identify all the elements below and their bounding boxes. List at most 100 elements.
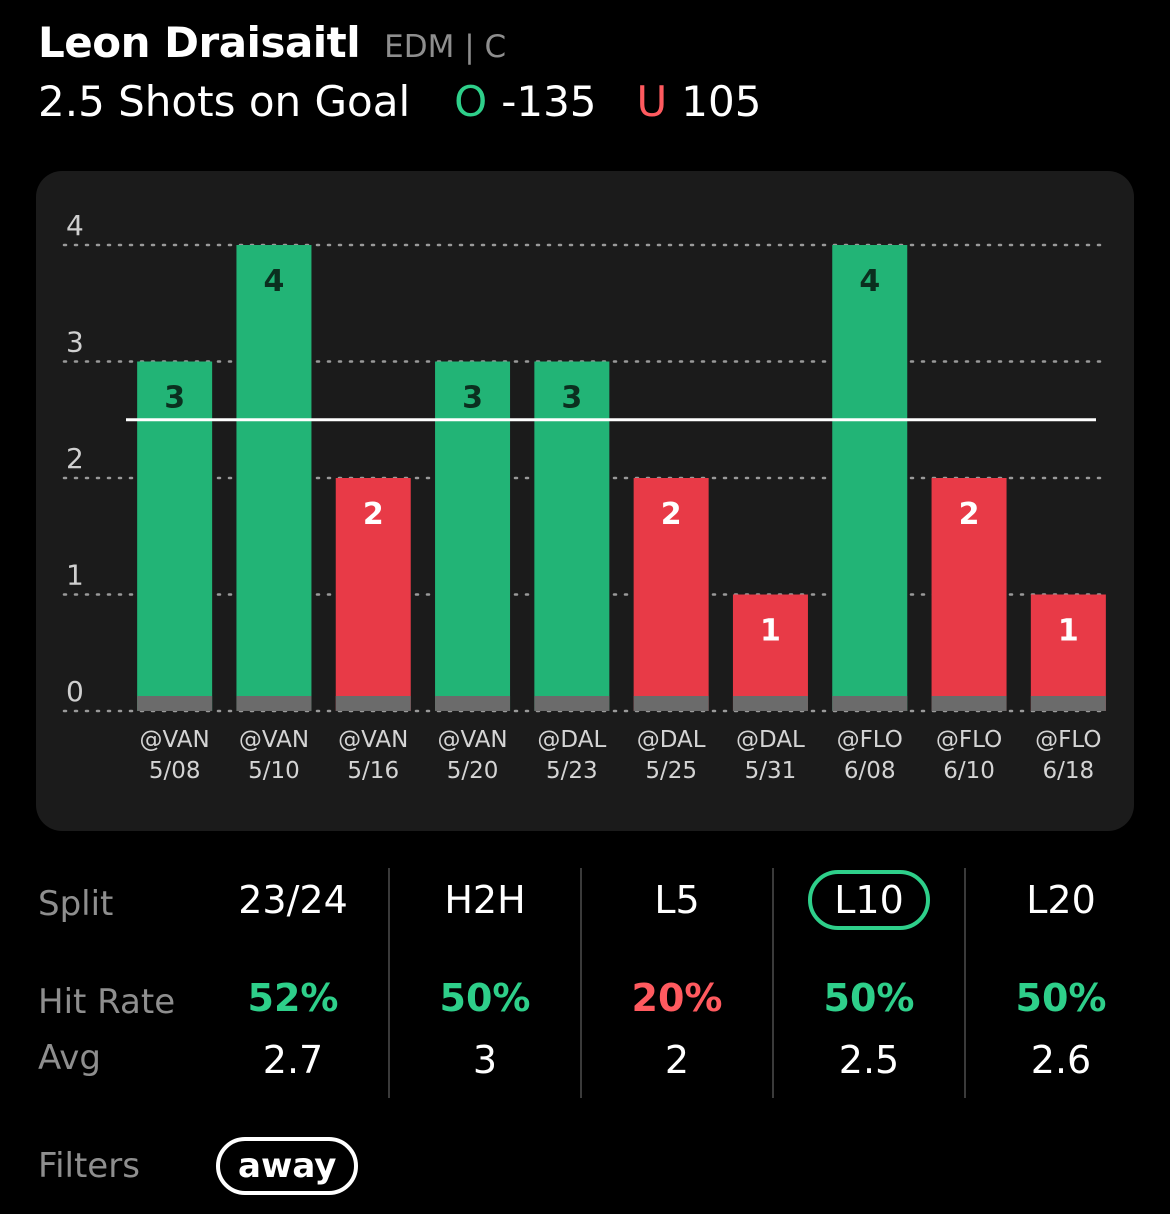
- split-tab[interactable]: L20: [966, 878, 1156, 922]
- split-tab-label: H2H: [444, 878, 526, 922]
- y-tick-label: 2: [66, 442, 84, 475]
- avg-value: 2: [664, 1038, 690, 1082]
- bar-value-label: 4: [264, 264, 285, 299]
- bar-base: [335, 696, 411, 711]
- bar-base: [534, 696, 610, 711]
- split-tab-label: L20: [1026, 878, 1096, 922]
- x-tick-opponent: @DAL: [637, 727, 706, 753]
- y-tick-label: 3: [66, 326, 84, 359]
- prop-label: 2.5 Shots on Goal: [38, 77, 411, 126]
- bar-base: [1030, 696, 1106, 711]
- bar-value-label: 2: [363, 497, 384, 532]
- bar-base: [931, 696, 1007, 711]
- under-letter: U: [636, 77, 668, 126]
- bar: [236, 245, 312, 711]
- split-column-l20: L20 50% 2.6: [966, 860, 1156, 1100]
- player-name-row: Leon Draisaitl EDM | C: [38, 18, 801, 67]
- x-tick-opponent: @DAL: [736, 727, 805, 753]
- x-tick-opponent: @FLO: [837, 727, 903, 753]
- hit-rate-value: 50%: [1015, 976, 1107, 1020]
- hit-rate-value: 50%: [439, 976, 531, 1020]
- bar: [335, 478, 411, 711]
- under-odds-button[interactable]: U 105: [637, 77, 762, 126]
- bar-base: [236, 696, 312, 711]
- split-tab[interactable]: L10: [774, 870, 964, 930]
- over-letter: O: [454, 77, 488, 126]
- hit-rate-row-label: Hit Rate: [38, 982, 176, 1022]
- avg-value: 2.7: [262, 1038, 324, 1082]
- bar-value-label: 3: [561, 381, 582, 416]
- x-tick-date: 5/10: [248, 758, 300, 784]
- x-tick-opponent: @VAN: [140, 727, 210, 753]
- x-tick-date: 5/31: [745, 758, 797, 784]
- x-tick-opponent: @VAN: [338, 727, 408, 753]
- split-tab[interactable]: H2H: [390, 878, 580, 922]
- x-tick-opponent: @VAN: [239, 727, 309, 753]
- filters-label: Filters: [38, 1146, 140, 1186]
- split-column-2324: 23/24 52% 2.7: [198, 860, 388, 1100]
- bar-base: [832, 696, 908, 711]
- x-tick-date: 6/10: [943, 758, 995, 784]
- game-log-chart: 0 1 2 3 4 3 @VAN 5/08 4 @VAN 5/10 2 @VAN 5/16 3 @VAN 5/2…: [36, 171, 1134, 831]
- x-tick-opponent: @FLO: [1035, 727, 1101, 753]
- bar-chart: 0 1 2 3 4 3 @VAN 5/08 4 @VAN 5/10 2 @VAN 5/16 3 @VAN 5/2…: [62, 209, 1106, 784]
- player-name: Leon Draisaitl: [38, 18, 361, 67]
- x-tick-opponent: @DAL: [537, 727, 606, 753]
- avg-value: 2.5: [838, 1038, 900, 1082]
- x-tick-date: 5/23: [546, 758, 598, 784]
- split-column-l10: L10 50% 2.5: [774, 860, 964, 1100]
- column-divider: [964, 868, 966, 1098]
- y-tick-label: 1: [66, 559, 84, 592]
- under-odds: 105: [681, 77, 762, 126]
- bar-value-label: 1: [1058, 614, 1079, 649]
- bar-value-label: 1: [760, 614, 781, 649]
- avg-value: 2.6: [1030, 1038, 1092, 1082]
- bar-value-label: 2: [661, 497, 682, 532]
- bar: [633, 478, 709, 711]
- bar-base: [137, 696, 213, 711]
- prop-line-row: 2.5 Shots on Goal O -135 U 105: [38, 77, 801, 126]
- split-row-label: Split: [38, 884, 114, 924]
- hit-rate-value: 52%: [247, 976, 339, 1020]
- x-tick-opponent: @FLO: [936, 727, 1002, 753]
- bar: [931, 478, 1007, 711]
- split-column-h2h: H2H 50% 3: [390, 860, 580, 1100]
- avg-value: 3: [472, 1038, 498, 1082]
- x-tick-date: 5/20: [447, 758, 499, 784]
- y-tick-label: 0: [66, 675, 84, 708]
- bar-value-label: 3: [462, 381, 483, 416]
- prop-header: Leon Draisaitl EDM | C 2.5 Shots on Goal…: [38, 18, 801, 126]
- bar-value-label: 3: [164, 381, 185, 416]
- x-tick-date: 6/08: [844, 758, 896, 784]
- x-tick-date: 5/08: [149, 758, 201, 784]
- split-tab[interactable]: L5: [582, 878, 772, 922]
- split-tab-label: L5: [654, 878, 700, 922]
- over-odds-button[interactable]: O -135: [454, 77, 596, 126]
- hit-rate-value: 50%: [823, 976, 915, 1020]
- split-tab[interactable]: 23/24: [198, 878, 388, 922]
- bar-value-label: 2: [959, 497, 980, 532]
- x-tick-date: 6/18: [1043, 758, 1095, 784]
- bar: [832, 245, 908, 711]
- x-tick-date: 5/16: [347, 758, 399, 784]
- hit-rate-value: 20%: [631, 976, 723, 1020]
- column-divider: [388, 868, 390, 1098]
- bar-base: [732, 696, 808, 711]
- split-stats-table: Split Hit Rate Avg 23/24 52% 2.7 H2H 50% 3 L5 2…: [0, 860, 1170, 1110]
- bar: [732, 594, 808, 711]
- column-divider: [772, 868, 774, 1098]
- y-tick-label: 4: [66, 209, 84, 242]
- avg-row-label: Avg: [38, 1038, 101, 1078]
- over-odds: -135: [501, 77, 597, 126]
- split-column-l5: L5 20% 2: [582, 860, 772, 1100]
- split-tab-label: 23/24: [238, 878, 348, 922]
- team-position: EDM | C: [384, 29, 507, 65]
- x-tick-opponent: @VAN: [437, 727, 507, 753]
- filter-chip-away[interactable]: away: [216, 1137, 359, 1195]
- bar: [1030, 594, 1106, 711]
- column-divider: [580, 868, 582, 1098]
- bar-value-label: 4: [859, 264, 880, 299]
- split-tab-label: L10: [808, 870, 930, 930]
- bar-base: [633, 696, 709, 711]
- bar-base: [435, 696, 511, 711]
